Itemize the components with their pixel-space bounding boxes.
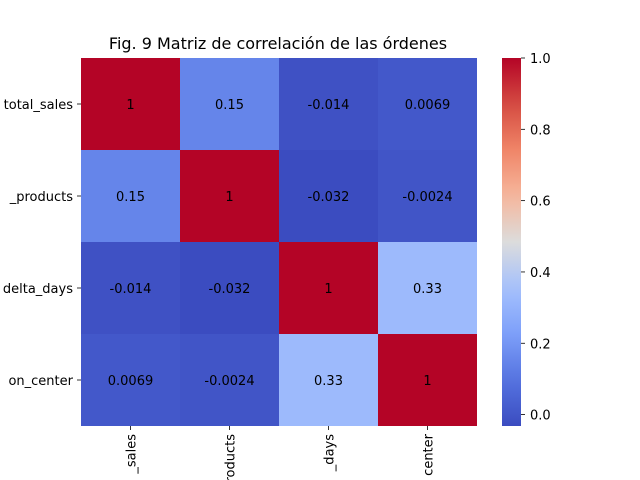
cell-value-label: -0.032: [308, 190, 350, 205]
cell-value-label: 0.15: [116, 190, 145, 205]
cell-value-label: 0.15: [215, 98, 244, 113]
colorbar-tick-label: 0.0: [530, 409, 551, 424]
heatmap-cell: [180, 334, 279, 426]
col-label: _days: [323, 434, 338, 472]
colorbar-tick-label: 0.2: [530, 337, 551, 352]
col-labels: _sales roducts _days center: [125, 426, 437, 480]
cell-value-label: -0.0024: [204, 374, 254, 389]
col-label: _sales: [125, 434, 140, 475]
heatmap-cell: [378, 242, 477, 334]
cell-value-label: -0.014: [308, 98, 350, 113]
heatmap-cell: [279, 150, 378, 242]
row-label: total_sales: [4, 98, 74, 113]
heatmap-cell: [279, 242, 378, 334]
cell-value-label: 1: [126, 98, 134, 113]
heatmap-cell: [378, 150, 477, 242]
cell-value-label: -0.014: [110, 282, 152, 297]
cell-value-label: 0.0069: [405, 98, 451, 113]
colorbar-tick-label: 1.0: [530, 52, 551, 67]
heatmap-cell: [81, 150, 180, 242]
heatmap-cell: [180, 242, 279, 334]
heatmap-cell: [279, 334, 378, 426]
row-label: _products: [9, 190, 74, 205]
col-label: roducts: [224, 434, 239, 480]
cell-value-label: 0.0069: [108, 374, 154, 389]
colorbar-ticks: 0.0 0.2 0.4 0.6 0.8 1.0: [521, 52, 551, 424]
colorbar-gradient: [502, 58, 521, 426]
heatmap-cell: [81, 242, 180, 334]
cell-value-label: 1: [423, 374, 431, 389]
row-label: on_center: [8, 374, 73, 389]
chart-title: Fig. 9 Matriz de correlación de las órde…: [109, 34, 447, 53]
heatmap-cell: [378, 58, 477, 150]
cell-value-label: -0.0024: [402, 190, 452, 205]
colorbar-tick-label: 0.4: [530, 266, 551, 281]
heatmap-cell: [81, 334, 180, 426]
heatmap-cell: [279, 58, 378, 150]
cell-value-label: 0.33: [314, 374, 343, 389]
col-label: center: [422, 433, 437, 475]
heatmap-cells: 1 0.15 -0.014 0.0069 0.15 1 -0.032 -0.0024 -0.01…: [81, 58, 477, 426]
colorbar-tick-label: 0.6: [530, 195, 551, 210]
colorbar-tick-label: 0.8: [530, 123, 551, 138]
cell-value-label: 0.33: [413, 282, 442, 297]
cell-value-label: 1: [225, 190, 233, 205]
heatmap-cell: [81, 58, 180, 150]
cell-value-label: 1: [324, 282, 332, 297]
row-label: delta_days: [3, 282, 73, 297]
heatmap-cell: [180, 58, 279, 150]
cell-value-label: -0.032: [209, 282, 251, 297]
row-labels: total_sales _products delta_days on_center: [3, 98, 81, 389]
heatmap-cell: [378, 334, 477, 426]
heatmap-cell: [180, 150, 279, 242]
colorbar: [502, 58, 521, 426]
